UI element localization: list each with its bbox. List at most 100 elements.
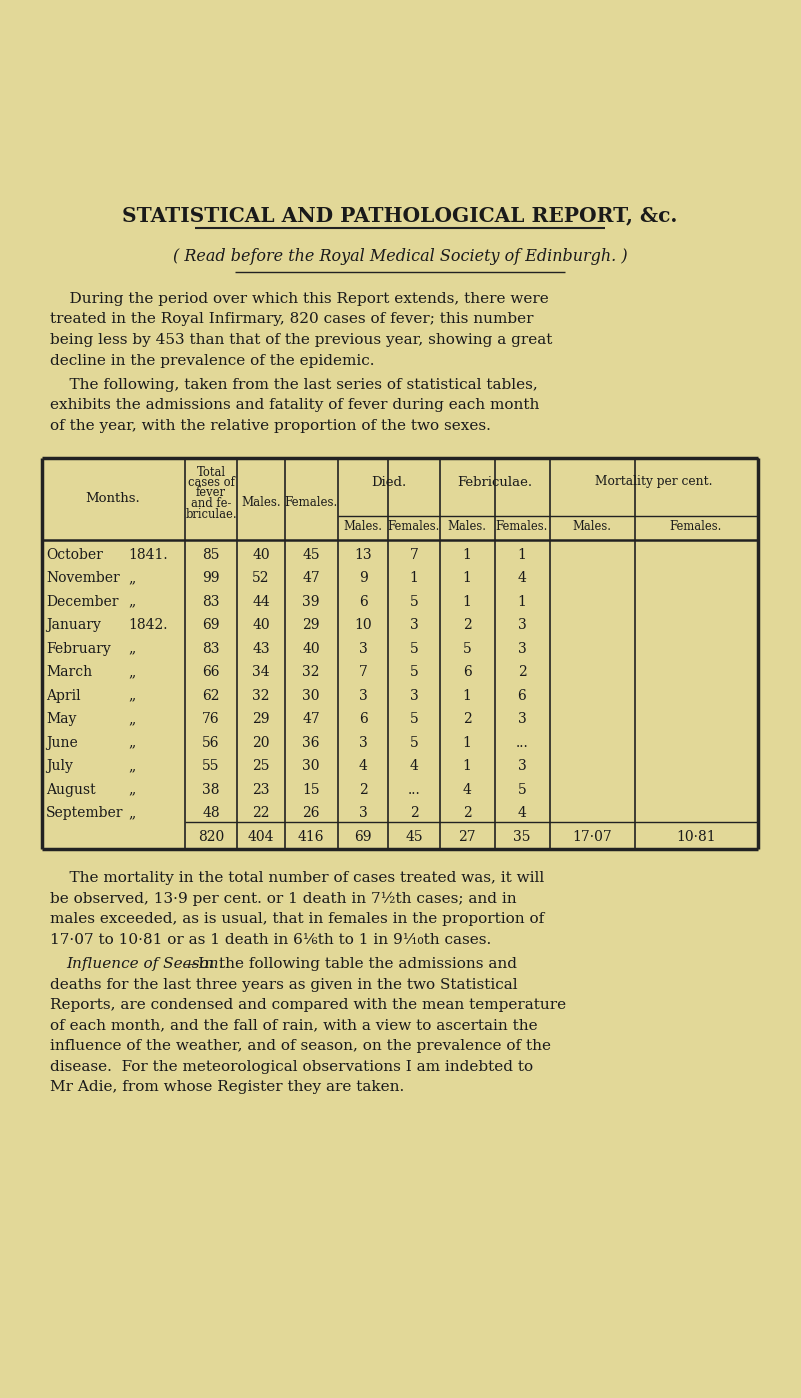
Text: 85: 85 xyxy=(202,548,219,562)
Text: 1: 1 xyxy=(462,572,472,586)
Text: 1842.: 1842. xyxy=(128,618,167,632)
Text: „: „ xyxy=(128,712,135,726)
Text: „: „ xyxy=(128,594,135,608)
Text: STATISTICAL AND PATHOLOGICAL REPORT, &c.: STATISTICAL AND PATHOLOGICAL REPORT, &c. xyxy=(123,206,678,225)
Text: influence of the weather, and of season, on the prevalence of the: influence of the weather, and of season,… xyxy=(50,1039,551,1053)
Text: 40: 40 xyxy=(252,618,270,632)
Text: „: „ xyxy=(128,665,135,679)
Text: 17·07 to 10·81 or as 1 death in 6⅙th to 1 in 9⅒th cases.: 17·07 to 10·81 or as 1 death in 6⅙th to … xyxy=(50,932,491,946)
Text: 39: 39 xyxy=(302,594,320,608)
Text: 44: 44 xyxy=(252,594,270,608)
Text: 1841.: 1841. xyxy=(128,548,167,562)
Text: 2: 2 xyxy=(359,783,368,797)
Text: The following, taken from the last series of statistical tables,: The following, taken from the last serie… xyxy=(50,377,537,391)
Text: 5: 5 xyxy=(409,642,418,656)
Text: Reports, are condensed and compared with the mean temperature: Reports, are condensed and compared with… xyxy=(50,998,566,1012)
Text: 7: 7 xyxy=(359,665,368,679)
Text: 416: 416 xyxy=(298,830,324,844)
Text: 4: 4 xyxy=(517,572,526,586)
Text: 2: 2 xyxy=(463,618,471,632)
Text: October: October xyxy=(46,548,103,562)
Text: briculae.: briculae. xyxy=(185,507,237,520)
Text: 52: 52 xyxy=(252,572,270,586)
Text: 1: 1 xyxy=(462,759,472,773)
Text: be observed, 13·9 per cent. or 1 death in 7½th cases; and in: be observed, 13·9 per cent. or 1 death i… xyxy=(50,892,517,906)
Text: April: April xyxy=(46,689,81,703)
Text: 17·07: 17·07 xyxy=(572,830,612,844)
Text: 47: 47 xyxy=(302,572,320,586)
Text: ...: ... xyxy=(516,735,529,749)
Text: 4: 4 xyxy=(462,783,472,797)
Text: 3: 3 xyxy=(359,735,368,749)
Text: Females.: Females. xyxy=(496,520,548,533)
Text: May: May xyxy=(46,712,76,726)
Text: 1: 1 xyxy=(462,594,472,608)
Text: 15: 15 xyxy=(302,783,320,797)
Text: 34: 34 xyxy=(252,665,270,679)
Text: 10·81: 10·81 xyxy=(676,830,716,844)
Text: „: „ xyxy=(128,689,135,703)
Text: 3: 3 xyxy=(517,642,526,656)
Text: 48: 48 xyxy=(202,807,219,821)
Text: 30: 30 xyxy=(302,759,320,773)
Text: 3: 3 xyxy=(517,759,526,773)
Text: February: February xyxy=(46,642,111,656)
Text: 5: 5 xyxy=(409,665,418,679)
Text: 1: 1 xyxy=(517,594,526,608)
Text: 22: 22 xyxy=(252,807,270,821)
Text: September: September xyxy=(46,807,123,821)
Text: During the period over which this Report extends, there were: During the period over which this Report… xyxy=(50,292,549,306)
Text: 27: 27 xyxy=(458,830,476,844)
Text: disease.  For the meteorological observations I am indebted to: disease. For the meteorological observat… xyxy=(50,1060,533,1074)
Text: December: December xyxy=(46,594,119,608)
Text: November: November xyxy=(46,572,120,586)
Text: 9: 9 xyxy=(359,572,368,586)
Text: being less by 453 than that of the previous year, showing a great: being less by 453 than that of the previ… xyxy=(50,333,553,347)
Text: „: „ xyxy=(128,735,135,749)
Text: —In the following table the admissions and: —In the following table the admissions a… xyxy=(183,958,517,972)
Text: 6: 6 xyxy=(463,665,471,679)
Text: 29: 29 xyxy=(252,712,270,726)
Text: 3: 3 xyxy=(359,807,368,821)
Text: 26: 26 xyxy=(302,807,320,821)
Text: 4: 4 xyxy=(517,807,526,821)
Text: 820: 820 xyxy=(198,830,224,844)
Text: fever: fever xyxy=(196,487,226,499)
Text: „: „ xyxy=(128,807,135,821)
Text: 30: 30 xyxy=(302,689,320,703)
Text: 1: 1 xyxy=(462,735,472,749)
Text: deaths for the last three years as given in the two Statistical: deaths for the last three years as given… xyxy=(50,977,517,991)
Text: 5: 5 xyxy=(517,783,526,797)
Text: ( Read before the Royal Medical Society of Edinburgh. ): ( Read before the Royal Medical Society … xyxy=(173,247,627,266)
Text: of each month, and the fall of rain, with a view to ascertain the: of each month, and the fall of rain, wit… xyxy=(50,1019,537,1033)
Text: Males.: Males. xyxy=(573,520,611,533)
Text: and fe-: and fe- xyxy=(191,498,231,510)
Text: 55: 55 xyxy=(202,759,219,773)
Text: 404: 404 xyxy=(248,830,274,844)
Text: 2: 2 xyxy=(517,665,526,679)
Text: 3: 3 xyxy=(409,618,418,632)
Text: 29: 29 xyxy=(302,618,320,632)
Text: 99: 99 xyxy=(202,572,219,586)
Text: 32: 32 xyxy=(252,689,270,703)
Text: exhibits the admissions and fatality of fever during each month: exhibits the admissions and fatality of … xyxy=(50,398,539,412)
Text: Influence of Season.: Influence of Season. xyxy=(66,958,223,972)
Text: The mortality in the total number of cases treated was, it will: The mortality in the total number of cas… xyxy=(50,871,544,885)
Text: 83: 83 xyxy=(202,642,219,656)
Text: June: June xyxy=(46,735,78,749)
Text: 3: 3 xyxy=(517,618,526,632)
Text: 4: 4 xyxy=(409,759,418,773)
Text: January: January xyxy=(46,618,101,632)
Text: 25: 25 xyxy=(252,759,270,773)
Text: 43: 43 xyxy=(252,642,270,656)
Text: 5: 5 xyxy=(409,594,418,608)
Text: „: „ xyxy=(128,759,135,773)
Text: 2: 2 xyxy=(463,712,471,726)
Text: 47: 47 xyxy=(302,712,320,726)
Text: decline in the prevalence of the epidemic.: decline in the prevalence of the epidemi… xyxy=(50,354,375,368)
Text: 7: 7 xyxy=(409,548,418,562)
Text: 2: 2 xyxy=(463,807,471,821)
Text: Total: Total xyxy=(196,466,226,478)
Text: 40: 40 xyxy=(252,548,270,562)
Text: 6: 6 xyxy=(359,712,368,726)
